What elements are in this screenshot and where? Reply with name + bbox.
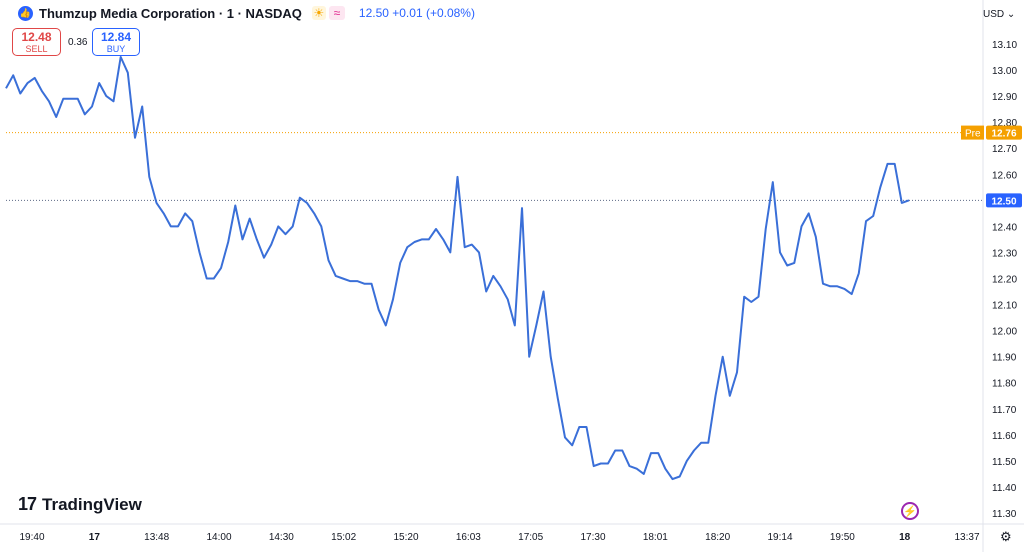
sun-icon[interactable]: ☀: [311, 6, 326, 20]
x-tick-label: 19:14: [767, 532, 792, 543]
price-marker-box: [986, 125, 1022, 140]
price-marker-value: 12.50: [991, 196, 1016, 207]
x-tick-label: 17: [89, 532, 101, 543]
y-tick-label: 11.40: [992, 483, 1017, 494]
chart-header: 👍 Thumzup Media Corporation · 1 · NASDAQ…: [0, 0, 475, 26]
settings-gear-icon[interactable]: ⚙: [1000, 529, 1012, 544]
last-price-change: 12.50 +0.01 (+0.08%): [358, 6, 475, 20]
price-line-label: Pre: [965, 129, 981, 140]
x-tick-label: 18:20: [705, 532, 730, 543]
price-marker-box: [986, 193, 1022, 208]
tradingview-logo-icon: 17: [18, 494, 37, 514]
y-tick-label: 12.30: [992, 248, 1017, 259]
x-tick-label: 18: [899, 532, 911, 543]
x-tick-label: 18:01: [643, 532, 668, 543]
x-tick-label: 15:02: [331, 532, 356, 543]
spread-value: 0.36: [68, 37, 88, 48]
y-tick-label: 13.00: [992, 66, 1017, 77]
x-tick-label: 14:30: [269, 532, 294, 543]
y-tick-label: 12.40: [992, 222, 1017, 233]
y-tick-label: 12.10: [992, 301, 1017, 312]
y-tick-label: 12.20: [992, 275, 1017, 286]
x-tick-label: 15:20: [393, 532, 418, 543]
thumbs-up-logo-icon: 👍: [18, 5, 33, 21]
x-tick-label: 16:03: [456, 532, 481, 543]
price-series-line: [5, 56, 910, 481]
y-tick-label: 11.70: [992, 405, 1017, 416]
bolt-icon[interactable]: ⚡: [901, 502, 919, 520]
x-tick-label: 14:00: [206, 532, 231, 543]
y-tick-label: 11.50: [992, 457, 1017, 468]
y-tick-label: 11.60: [992, 431, 1017, 442]
x-tick-label: 13:48: [144, 532, 169, 543]
y-tick-label: 11.90: [992, 353, 1017, 364]
y-tick-label: 11.30: [992, 509, 1017, 520]
tradingview-watermark[interactable]: 17 TradingView: [18, 494, 142, 515]
price-marker-value: 12.76: [991, 129, 1016, 140]
y-tick-label: 12.60: [992, 170, 1017, 181]
x-tick-label: 19:50: [830, 532, 855, 543]
sell-button[interactable]: 12.48 SELL: [12, 28, 61, 56]
x-tick-label: 19:40: [19, 532, 44, 543]
y-tick-label: 12.70: [992, 144, 1017, 155]
symbol-title[interactable]: Thumzup Media Corporation · 1 · NASDAQ: [39, 5, 302, 21]
y-tick-label: 11.80: [992, 379, 1017, 390]
x-tick-label: 17:30: [580, 532, 605, 543]
y-tick-label: 13.10: [992, 40, 1017, 51]
x-tick-label: 13:37: [954, 532, 979, 543]
sell-price: 12.48: [21, 30, 52, 44]
sell-label: SELL: [25, 44, 48, 54]
currency-selector[interactable]: USD ⌄: [983, 8, 1016, 20]
buy-label: BUY: [106, 44, 126, 54]
price-line-tag: [961, 125, 984, 140]
y-tick-label: 12.90: [992, 92, 1017, 103]
buy-button[interactable]: 12.84 BUY: [92, 28, 140, 56]
buy-price: 12.84: [100, 30, 132, 44]
y-tick-label: 12.00: [992, 327, 1017, 338]
x-tick-label: 17:05: [518, 532, 543, 543]
wave-icon[interactable]: ≈: [328, 6, 345, 20]
tradingview-wordmark: TradingView: [42, 494, 142, 514]
y-tick-label: 12.80: [992, 118, 1017, 129]
